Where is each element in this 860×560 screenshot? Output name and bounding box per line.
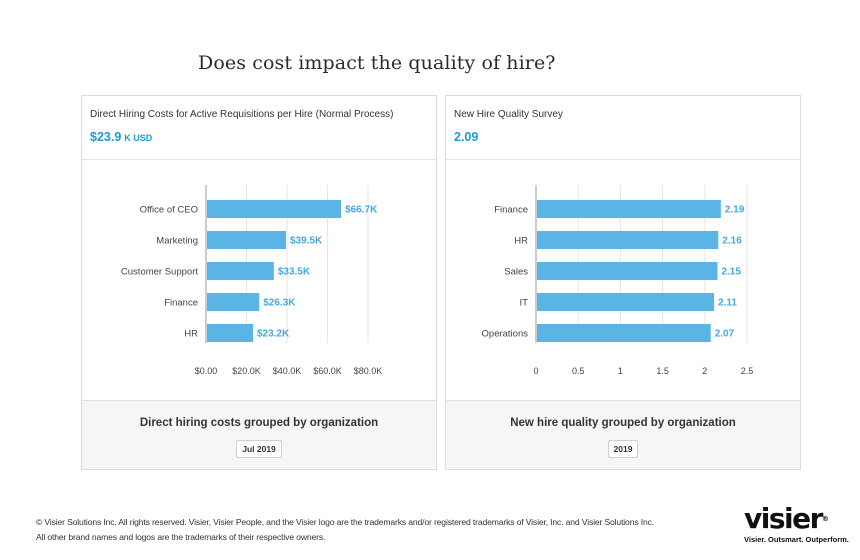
card-header: New Hire Quality Survey 2.09	[446, 96, 800, 160]
bar[interactable]	[537, 293, 715, 311]
tick-label: $80.0K	[354, 366, 383, 376]
category-label: HR	[514, 236, 528, 247]
value-label: 2.15	[721, 267, 741, 278]
value-label: $66.7K	[345, 205, 378, 216]
category-label: Sales	[504, 267, 528, 278]
category-label: Office of CEO	[140, 205, 198, 216]
hiring-cost-card[interactable]: Direct Hiring Costs for Active Requisiti…	[81, 95, 437, 470]
tick-label: $60.0K	[313, 366, 342, 376]
legal-line-1: © Visier Solutions Inc. All rights reser…	[36, 517, 654, 527]
value-label: $33.5K	[278, 267, 311, 278]
bar[interactable]	[537, 200, 721, 218]
card-header: Direct Hiring Costs for Active Requisiti…	[82, 96, 436, 160]
tick-label: 1.5	[656, 366, 669, 376]
tick-label: 2.5	[741, 366, 754, 376]
bar[interactable]	[537, 231, 719, 249]
visier-logo: visier® Visier. Outsmart. Outperform.	[744, 505, 850, 545]
value-label: 2.07	[715, 329, 735, 340]
category-label: Operations	[482, 329, 529, 340]
bar[interactable]	[207, 231, 286, 249]
hire-quality-card[interactable]: New Hire Quality Survey 2.09 Finance 2.19…	[445, 95, 801, 470]
logo-text: visier	[744, 502, 823, 535]
tick-label: 0	[533, 366, 538, 376]
category-label: Marketing	[156, 236, 198, 247]
bar[interactable]	[207, 262, 274, 280]
logo-wordmark: visier®	[744, 505, 850, 533]
card-footer: New hire quality grouped by organization…	[446, 400, 800, 469]
metric-value: $23.9 K USD	[90, 130, 436, 144]
value-label: $26.3K	[263, 298, 296, 309]
legal-notice: © Visier Solutions Inc. All rights reser…	[36, 515, 654, 545]
category-label: Finance	[494, 205, 528, 216]
page-title: Does cost impact the quality of hire?	[198, 52, 556, 74]
bar[interactable]	[537, 262, 718, 280]
metric-value: 2.09	[454, 130, 479, 144]
bar[interactable]	[207, 200, 342, 218]
tick-label: $40.0K	[273, 366, 302, 376]
logo-tagline: Visier. Outsmart. Outperform.	[744, 535, 849, 544]
bar[interactable]	[207, 324, 253, 342]
period-badge[interactable]: Jul 2019	[236, 440, 282, 458]
value-label: $23.2K	[257, 329, 290, 340]
footer-title: New hire quality grouped by organization	[510, 417, 736, 429]
category-label: Finance	[164, 298, 198, 309]
category-label: IT	[520, 298, 529, 309]
category-label: Customer Support	[121, 267, 198, 278]
tick-label: 2	[702, 366, 707, 376]
value-label: 2.11	[718, 298, 737, 309]
bar[interactable]	[207, 293, 260, 311]
tick-label: $0.00	[195, 366, 218, 376]
metric-value-number: $23.9	[90, 130, 122, 144]
tick-label: $20.0K	[232, 366, 261, 376]
metric-unit: K USD	[124, 133, 153, 143]
registered-mark: ®	[821, 515, 829, 523]
period-badge[interactable]: 2019	[607, 440, 639, 458]
hiring-cost-bar-chart: Office of CEO $66.7K Marketing $39.5K Custom…	[121, 185, 383, 376]
bar[interactable]	[537, 324, 711, 342]
metric-name: Direct Hiring Costs for Active Requisiti…	[90, 109, 394, 120]
value-label: 2.19	[725, 205, 745, 216]
value-label: 2.16	[722, 236, 742, 247]
tick-label: 0.5	[572, 366, 585, 376]
footer-title: Direct hiring costs grouped by organizat…	[139, 417, 379, 429]
hire-quality-bar-chart: Finance 2.19 HR 2.16 Sales 2.15 IT 2.11 Operatio…	[482, 185, 754, 376]
metric-name: New Hire Quality Survey	[454, 109, 563, 120]
card-footer: Direct hiring costs grouped by organizat…	[82, 400, 436, 469]
legal-line-2: All other brand names and logos are the …	[36, 532, 326, 542]
category-label: HR	[184, 329, 198, 340]
tick-label: 1	[618, 366, 623, 376]
value-label: $39.5K	[290, 236, 323, 247]
